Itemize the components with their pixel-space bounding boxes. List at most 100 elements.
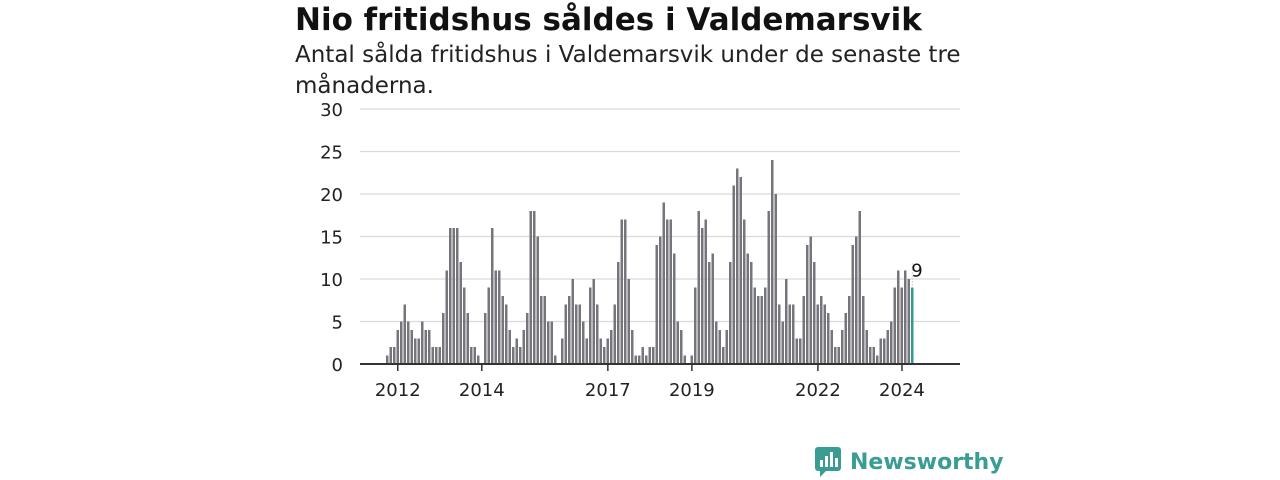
bar <box>645 355 648 364</box>
bar <box>613 304 616 364</box>
bar <box>606 338 609 364</box>
bar <box>792 304 795 364</box>
bar <box>438 347 441 364</box>
bar <box>771 160 774 364</box>
bar <box>750 262 753 364</box>
bar <box>715 321 718 364</box>
bar <box>893 287 896 364</box>
y-tick-label: 25 <box>320 143 343 164</box>
bar <box>599 338 602 364</box>
bar <box>662 202 665 364</box>
x-tick-label: 2019 <box>669 380 715 401</box>
bar <box>813 262 816 364</box>
bar <box>585 338 588 364</box>
bar <box>477 355 480 364</box>
bar <box>634 355 637 364</box>
bar <box>592 279 595 364</box>
bar <box>736 168 739 364</box>
bar <box>904 270 907 364</box>
bar <box>396 330 399 364</box>
bar <box>690 355 693 364</box>
bar <box>701 228 704 364</box>
bar <box>760 296 763 364</box>
bar <box>883 338 886 364</box>
bar <box>851 245 854 364</box>
bar <box>841 330 844 364</box>
newsworthy-logo: Newsworthy <box>814 446 1004 478</box>
bar <box>858 211 861 364</box>
bar <box>459 262 462 364</box>
bar <box>403 304 406 364</box>
bar <box>526 313 529 364</box>
bar <box>417 338 420 364</box>
bar <box>414 338 417 364</box>
bar <box>620 219 623 364</box>
bar <box>638 355 641 364</box>
chart-title: Nio fritidshus såldes i Valdemarsvik <box>295 2 922 38</box>
bar <box>421 321 424 364</box>
bar <box>788 304 791 364</box>
bar <box>774 194 777 364</box>
bar <box>522 330 525 364</box>
bar <box>610 330 613 364</box>
bar <box>708 262 711 364</box>
bar <box>725 330 728 364</box>
bar <box>400 321 403 364</box>
bar <box>830 330 833 364</box>
bar <box>543 296 546 364</box>
bar <box>652 347 655 364</box>
bar <box>816 304 819 364</box>
bar <box>641 347 644 364</box>
bar <box>561 338 564 364</box>
x-tick-label: 2017 <box>585 380 631 401</box>
bar <box>410 330 413 364</box>
bar <box>428 330 431 364</box>
bar <box>732 185 735 364</box>
bar <box>554 355 557 364</box>
bar <box>683 355 686 364</box>
x-tick-label: 2014 <box>459 380 505 401</box>
latest-value-label: 9 <box>911 261 922 282</box>
x-tick-label: 2022 <box>795 380 841 401</box>
bar <box>869 347 872 364</box>
bar <box>407 321 410 364</box>
bar <box>711 253 714 364</box>
y-tick-label: 5 <box>332 313 343 334</box>
bar <box>547 321 550 364</box>
bar <box>571 279 574 364</box>
brand-name: Newsworthy <box>850 449 1004 475</box>
newsworthy-logo-icon <box>815 447 841 477</box>
bar <box>785 279 788 364</box>
bar <box>424 330 427 364</box>
bar <box>739 177 742 364</box>
bar <box>505 304 508 364</box>
bar <box>568 296 571 364</box>
bar <box>519 347 522 364</box>
bar <box>676 321 679 364</box>
bar <box>848 296 851 364</box>
bar <box>582 321 585 364</box>
bar <box>431 347 434 364</box>
bar <box>536 236 539 364</box>
bar <box>872 347 875 364</box>
bar <box>879 338 882 364</box>
bar <box>578 304 581 364</box>
bar <box>445 270 448 364</box>
bar <box>799 338 802 364</box>
bar <box>515 338 518 364</box>
bar <box>589 287 592 364</box>
bar <box>757 296 760 364</box>
x-tick-label: 2012 <box>375 380 421 401</box>
bar <box>449 228 452 364</box>
bar <box>487 287 490 364</box>
bar <box>837 347 840 364</box>
bar <box>778 304 781 364</box>
bar <box>809 236 812 364</box>
bar <box>746 253 749 364</box>
bar <box>865 330 868 364</box>
bar <box>722 347 725 364</box>
y-tick-label: 10 <box>320 270 343 291</box>
bar <box>501 296 504 364</box>
bar <box>802 296 805 364</box>
bar <box>533 211 536 364</box>
